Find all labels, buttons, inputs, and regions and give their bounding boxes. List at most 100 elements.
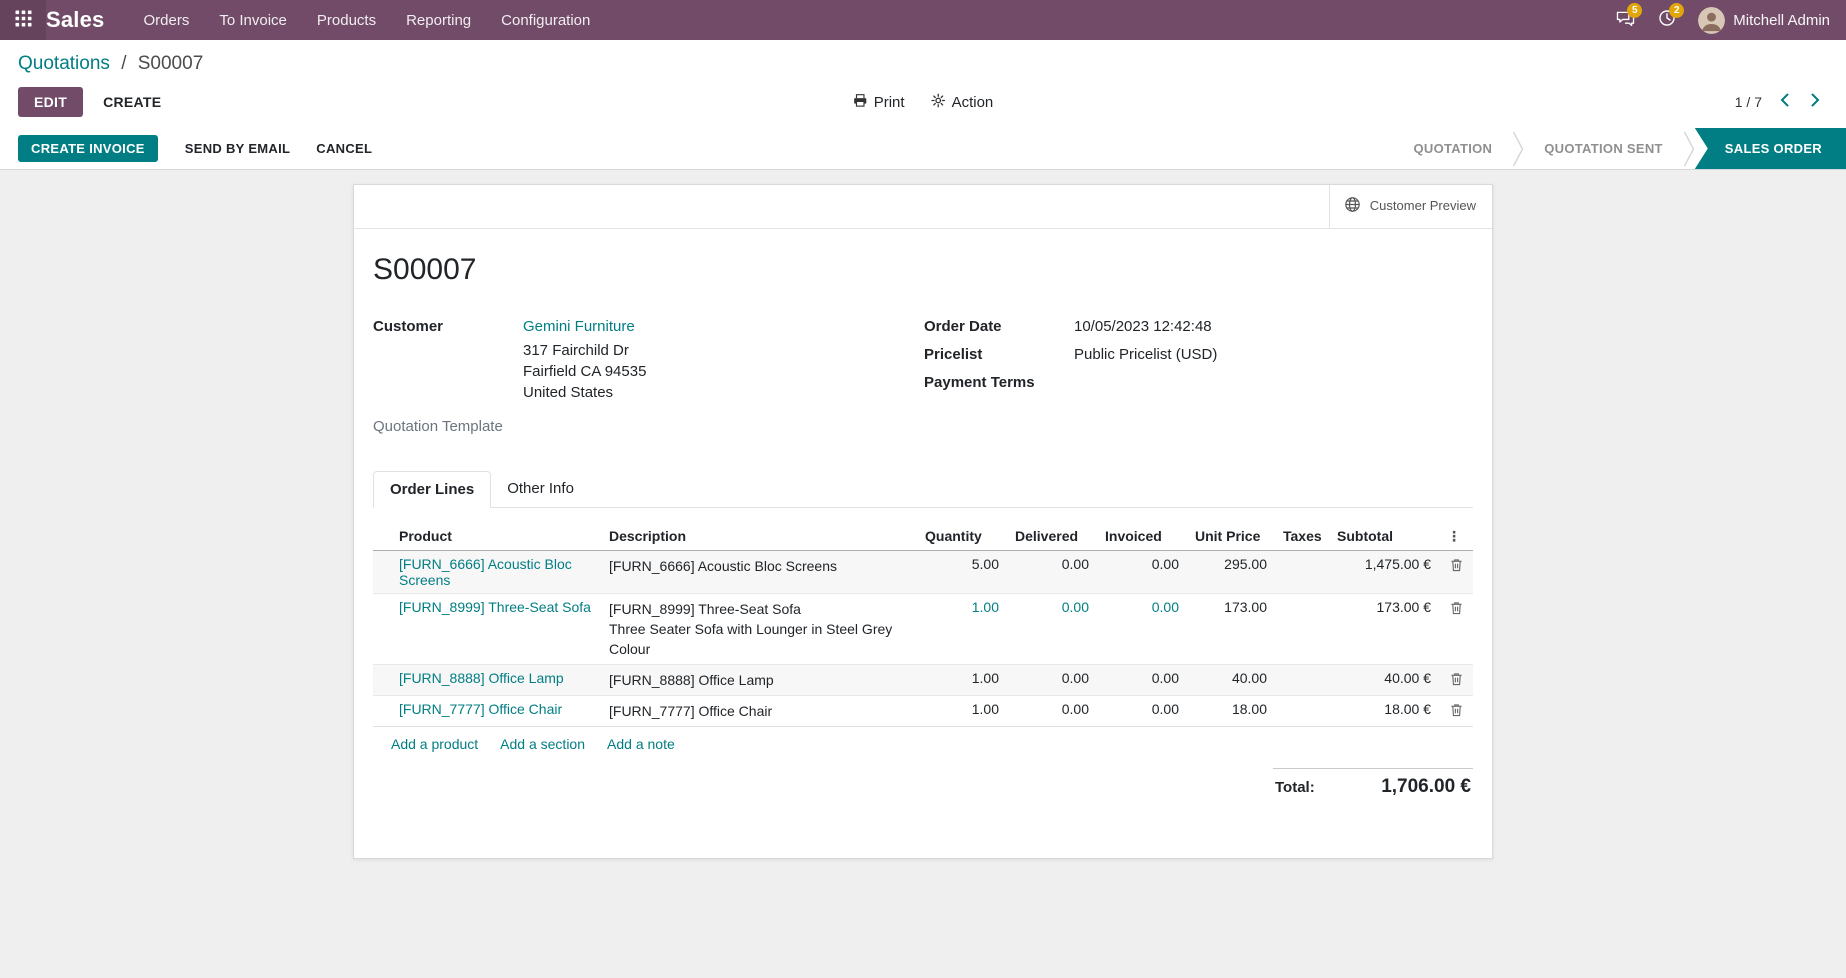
- pager-next-button[interactable]: [1807, 89, 1824, 115]
- print-label: Print: [873, 93, 905, 111]
- apps-menu-button[interactable]: [0, 0, 46, 40]
- status-step-quotation[interactable]: QUOTATION: [1413, 141, 1493, 156]
- line-unit-price: 295.00: [1224, 556, 1267, 572]
- quantity-column-header[interactable]: Quantity: [917, 522, 1007, 551]
- line-quantity: 1.00: [971, 701, 999, 717]
- edit-button[interactable]: EDIT: [18, 87, 84, 117]
- order-line-row[interactable]: [FURN_6666] Acoustic Bloc Screens [FURN_…: [373, 550, 1473, 594]
- menu-configuration[interactable]: Configuration: [501, 11, 591, 29]
- menu-products[interactable]: Products: [316, 11, 377, 29]
- order-line-row[interactable]: [FURN_8999] Three-Seat Sofa [FURN_8999] …: [373, 593, 1473, 665]
- address-city: Fairfield CA 94535: [523, 363, 647, 380]
- line-description: [FURN_6666] Acoustic Bloc Screens: [609, 558, 837, 574]
- clock-icon: [1658, 9, 1676, 31]
- user-menu[interactable]: Mitchell Admin: [1688, 0, 1846, 40]
- avatar: [1698, 6, 1726, 34]
- form-content: Customer Preview S00007 Customer Gemini …: [0, 170, 1846, 889]
- header-fields: Customer Gemini Furniture 317 Fairchild …: [373, 317, 1473, 440]
- printer-icon: [853, 93, 868, 112]
- messages-badge: 5: [1627, 3, 1643, 18]
- delete-line-button[interactable]: [1447, 599, 1466, 617]
- product-column-header[interactable]: Product: [391, 522, 601, 551]
- customer-preview-label: Customer Preview: [1369, 198, 1476, 214]
- product-link[interactable]: [FURN_8888] Office Lamp: [399, 670, 564, 686]
- taxes-column-header[interactable]: Taxes: [1275, 522, 1329, 551]
- breadcrumb: Quotations / S00007: [0, 40, 1846, 75]
- messages-button[interactable]: 5: [1604, 0, 1646, 40]
- breadcrumb-quotations-link[interactable]: Quotations: [18, 53, 110, 74]
- unit-price-column-header[interactable]: Unit Price: [1187, 522, 1275, 551]
- pricelist-label: Pricelist: [924, 346, 983, 363]
- subtotal-column-header[interactable]: Subtotal: [1329, 522, 1439, 551]
- line-subtotal: 40.00 €: [1384, 670, 1431, 686]
- delete-line-button[interactable]: [1447, 701, 1466, 719]
- order-date-field: Order Date 10/05/2023 12:42:48: [924, 317, 1473, 337]
- customer-label: Customer: [373, 318, 444, 335]
- pricelist-value: Public Pricelist (USD): [1074, 346, 1218, 363]
- status-step-quotation-sent[interactable]: QUOTATION SENT: [1544, 141, 1663, 156]
- product-link[interactable]: [FURN_8999] Three-Seat Sofa: [399, 599, 591, 615]
- sheet-inner: S00007 Customer Gemini Furniture 317 Fai…: [354, 253, 1492, 798]
- line-unit-price: 18.00: [1231, 701, 1267, 717]
- invoiced-column-header[interactable]: Invoiced: [1097, 522, 1187, 551]
- step-separator-icon: [1683, 128, 1695, 169]
- order-date-label: Order Date: [924, 318, 1002, 335]
- product-link[interactable]: [FURN_7777] Office Chair: [399, 701, 563, 717]
- optional-columns-header[interactable]: ⋮: [1439, 522, 1473, 551]
- apps-grid-icon: [15, 10, 32, 31]
- pager-count: 1 / 7: [1734, 94, 1762, 110]
- customer-address: 317 Fairchild Dr Fairfield CA 94535 Unit…: [373, 340, 924, 403]
- status-pipeline: QUOTATION QUOTATION SENT SALES ORDER: [1393, 128, 1846, 169]
- product-link[interactable]: [FURN_6666] Acoustic Bloc Screens: [399, 556, 572, 588]
- print-button[interactable]: Print: [853, 93, 905, 112]
- menu-to-invoice[interactable]: To Invoice: [219, 11, 287, 29]
- top-navbar: Sales Orders To Invoice Products Reporti…: [0, 0, 1846, 40]
- table-header-row: Product Description Quantity Delivered I…: [373, 522, 1473, 551]
- pricelist-field: Pricelist Public Pricelist (USD): [924, 345, 1473, 365]
- line-subtotal: 1,475.00 €: [1364, 556, 1431, 572]
- delete-line-button[interactable]: [1447, 670, 1466, 688]
- add-product-link[interactable]: Add a product: [391, 736, 479, 752]
- line-description: [FURN_8999] Three-Seat Sofa: [609, 601, 801, 617]
- action-menu-button[interactable]: Action: [931, 93, 993, 112]
- action-buttons-row: EDIT CREATE Print: [0, 82, 1846, 122]
- order-totals: Total: 1,706.00 €: [1273, 768, 1473, 798]
- line-invoiced: 0.00: [1151, 701, 1179, 717]
- menu-orders[interactable]: Orders: [143, 11, 190, 29]
- cancel-button[interactable]: CANCEL: [305, 135, 383, 162]
- user-name: Mitchell Admin: [1733, 11, 1830, 29]
- line-unit-price: 40.00: [1231, 670, 1267, 686]
- send-by-email-button[interactable]: SEND BY EMAIL: [174, 135, 302, 162]
- order-line-row[interactable]: [FURN_8888] Office Lamp [FURN_8888] Offi…: [373, 664, 1473, 696]
- delete-line-button[interactable]: [1447, 556, 1466, 574]
- line-delivered: 0.00: [1061, 556, 1089, 572]
- line-delivered: 0.00: [1061, 670, 1089, 686]
- pager-previous-button[interactable]: [1776, 89, 1793, 115]
- order-line-row[interactable]: [FURN_7777] Office Chair [FURN_7777] Off…: [373, 695, 1473, 727]
- status-step-sales-order[interactable]: SALES ORDER: [1694, 128, 1846, 169]
- activities-button[interactable]: 2: [1646, 0, 1688, 40]
- add-note-link[interactable]: Add a note: [607, 736, 675, 752]
- line-quantity: 1.00: [971, 670, 999, 686]
- line-description-2: Three Seater Sofa with Lounger in Steel …: [609, 621, 893, 657]
- control-panel: Quotations / S00007 EDIT CREATE Print: [0, 40, 1846, 170]
- add-section-link[interactable]: Add a section: [500, 736, 586, 752]
- customer-link[interactable]: Gemini Furniture: [523, 318, 635, 335]
- breadcrumb-separator: /: [121, 53, 127, 74]
- chevron-right-icon: [1811, 93, 1820, 111]
- tab-order-lines[interactable]: Order Lines: [373, 471, 492, 508]
- line-description: [FURN_7777] Office Chair: [609, 703, 773, 719]
- create-invoice-button[interactable]: CREATE INVOICE: [18, 135, 158, 162]
- delivered-column-header[interactable]: Delivered: [1007, 522, 1097, 551]
- create-button[interactable]: CREATE: [91, 87, 173, 117]
- line-invoiced: 0.00: [1151, 670, 1179, 686]
- menu-reporting[interactable]: Reporting: [406, 11, 472, 29]
- line-invoiced: 0.00: [1151, 556, 1179, 572]
- description-column-header[interactable]: Description: [601, 522, 917, 551]
- line-subtotal: 173.00 €: [1376, 599, 1432, 615]
- center-actions: Print Action: [853, 93, 993, 112]
- tab-other-info[interactable]: Other Info: [507, 480, 574, 497]
- app-brand[interactable]: Sales: [46, 7, 105, 32]
- customer-preview-button[interactable]: Customer Preview: [1328, 185, 1492, 228]
- customer-field: Customer Gemini Furniture: [373, 317, 924, 337]
